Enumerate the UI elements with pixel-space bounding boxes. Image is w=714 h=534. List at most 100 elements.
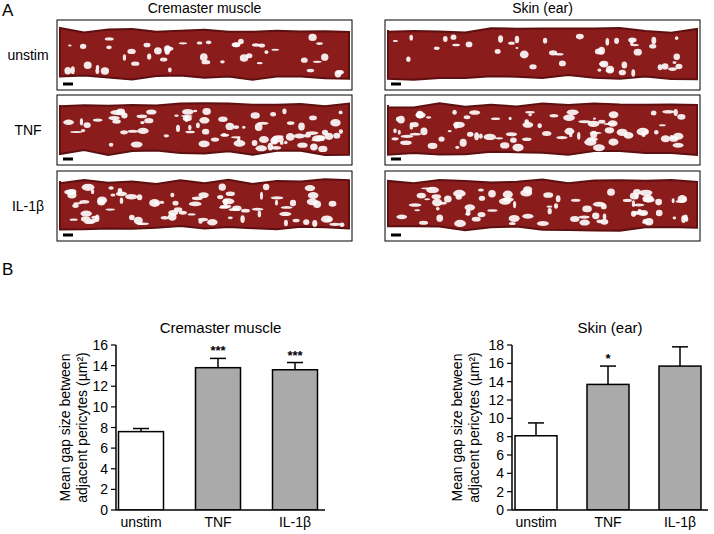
gap [509, 222, 516, 225]
gap [674, 109, 678, 116]
gap [206, 40, 211, 44]
gap [270, 112, 276, 116]
gap [275, 200, 278, 206]
gap [582, 206, 592, 213]
gap [563, 115, 575, 121]
bar [659, 366, 701, 510]
gap [305, 185, 315, 191]
gap [454, 220, 466, 227]
vessel [388, 103, 697, 155]
bar [515, 436, 557, 510]
gap [80, 44, 86, 49]
error-bar [607, 366, 609, 384]
gap [154, 201, 158, 206]
y-tick-label: 12 [488, 392, 504, 408]
gap [181, 115, 192, 117]
gap [410, 122, 414, 129]
gap [307, 69, 315, 73]
vessel [60, 179, 349, 229]
gap [137, 194, 142, 200]
gap [198, 220, 202, 224]
gap [522, 214, 533, 219]
gap [619, 70, 626, 76]
gap [584, 139, 596, 146]
gap [222, 198, 234, 204]
column-title: Skin (ear) [512, 0, 573, 16]
gap [298, 123, 305, 131]
gap [506, 132, 517, 136]
x-tick-label: IL-1β [279, 514, 311, 530]
gap [479, 196, 485, 201]
axis-title-line: adjacent pericytes (µm²) [74, 352, 90, 502]
gap [424, 198, 430, 200]
gap [656, 210, 663, 216]
gap [255, 145, 266, 151]
gap [274, 137, 284, 143]
scale-bar [391, 234, 401, 237]
gap [110, 110, 123, 115]
y-tick-label: 8 [100, 420, 108, 436]
gap [207, 219, 217, 225]
gap [91, 216, 98, 219]
gap [112, 119, 120, 123]
gap [271, 49, 279, 51]
gap [260, 192, 263, 200]
gap [95, 68, 99, 74]
vessel [388, 179, 697, 230]
bar [119, 432, 164, 510]
y-tick-label: 6 [100, 440, 108, 456]
y-tick-label: 16 [488, 355, 504, 371]
gap [590, 131, 597, 138]
gap [491, 118, 500, 121]
gap [164, 134, 169, 137]
y-tick-label: 18 [488, 337, 504, 353]
gap [329, 223, 340, 226]
gap [176, 125, 180, 132]
gap [241, 209, 250, 213]
significance: *** [210, 343, 226, 358]
gap [63, 120, 74, 125]
panel-label: A [2, 1, 14, 20]
gap [453, 122, 465, 128]
gap [556, 195, 561, 202]
gap [393, 40, 398, 42]
gap [129, 215, 135, 220]
y-tick-label: 4 [496, 465, 504, 481]
gap [426, 116, 431, 118]
gap [219, 206, 229, 209]
figure: ACremaster muscleSkin (ear)unstimTNFIL-1… [0, 0, 714, 534]
gap [632, 200, 635, 207]
gap [200, 53, 208, 61]
gap [118, 188, 123, 195]
gap [217, 195, 223, 199]
gap [268, 143, 273, 151]
gap [672, 198, 675, 203]
gap [84, 220, 95, 224]
gap [651, 37, 656, 45]
error-bar [535, 423, 537, 436]
gap [81, 211, 92, 217]
gap [303, 219, 309, 225]
gap [673, 217, 677, 220]
y-tick-label: 10 [92, 399, 108, 415]
gap [432, 194, 442, 199]
gap [71, 66, 75, 74]
chart-title: Skin (ear) [577, 319, 642, 336]
gap [219, 183, 226, 190]
gap [651, 110, 657, 115]
y-axis [511, 345, 513, 510]
gap [440, 202, 447, 205]
axis-title-line: adjacent pericytes (µm²) [466, 352, 482, 502]
gap [106, 45, 112, 49]
gap [237, 136, 240, 143]
y-tick-label: 0 [100, 502, 108, 518]
y-tick-label: 8 [496, 429, 504, 445]
gap [308, 34, 316, 41]
image-frame [385, 171, 700, 241]
gap [478, 188, 484, 191]
gap [510, 138, 517, 143]
gap [240, 215, 244, 223]
vessel [388, 28, 697, 80]
gap [512, 144, 523, 152]
gap [70, 131, 82, 133]
